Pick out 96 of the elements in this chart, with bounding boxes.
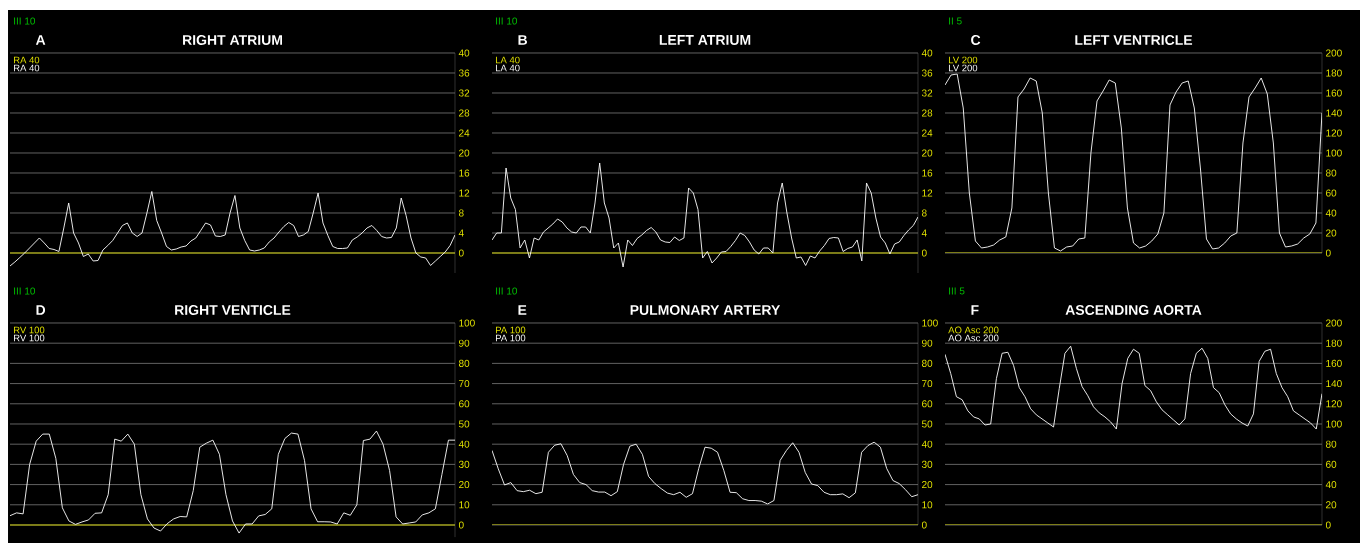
y-tick-label: 100 — [922, 319, 938, 327]
text: III 10 — [496, 17, 518, 25]
y-tick-label: 30 — [458, 460, 470, 468]
y-tick-label: 0 — [1325, 521, 1331, 529]
text: F — [971, 305, 979, 315]
y-tick-label: 36 — [921, 69, 933, 77]
text: B — [518, 35, 528, 45]
y-tick-label: 20 — [459, 149, 470, 157]
y-tick-label: 80 — [458, 359, 470, 367]
y-tick-label: 40 — [1325, 481, 1337, 489]
y-tick-label: 4 — [458, 229, 464, 237]
y-tick-label: 100 — [1326, 420, 1342, 428]
y-tick-label: 32 — [458, 89, 470, 97]
y-tick-label: 20 — [922, 481, 933, 489]
y-tick-label: 60 — [1326, 460, 1337, 468]
annotation: PA 100 — [495, 326, 526, 334]
y-tick-label: 100 — [459, 319, 475, 327]
y-tick-label: 20 — [1326, 229, 1337, 237]
y-tick-label: 12 — [922, 189, 933, 197]
text: III 10 — [496, 287, 518, 295]
y-tick-label: 200 — [1326, 319, 1342, 327]
y-tick-label: 16 — [922, 169, 933, 177]
y-tick-label: 24 — [459, 129, 470, 137]
y-tick-label: 4 — [921, 229, 927, 237]
chart-title: PULMONARY ARTERY — [630, 305, 781, 315]
y-tick-label: 70 — [459, 380, 470, 388]
y-tick-label: 120 — [1326, 129, 1342, 137]
y-tick-label: 20 — [922, 149, 933, 157]
y-tick-label: 60 — [459, 400, 470, 408]
y-tick-label: 40 — [458, 440, 470, 448]
y-tick-label: 70 — [922, 380, 933, 388]
y-tick-label: 140 — [1326, 380, 1342, 388]
chart-title: RIGHT ATRIUM — [183, 35, 282, 45]
y-tick-label: 32 — [921, 89, 933, 97]
y-tick-label: 160 — [1326, 359, 1342, 367]
text: E — [518, 305, 527, 315]
annotation: PA 100 — [495, 334, 526, 342]
y-tick-label: 60 — [1326, 189, 1337, 197]
annotation: LV 200 — [948, 56, 978, 64]
y-tick-label: 90 — [459, 339, 470, 347]
text: A — [35, 35, 46, 45]
annotation: LA 40 — [495, 56, 520, 64]
y-tick-label: 10 — [459, 501, 470, 509]
y-tick-label: 16 — [459, 169, 470, 177]
annotation: AO Asc 200 — [948, 334, 999, 342]
y-tick-label: 8 — [458, 209, 464, 217]
annotation: LA 40 — [495, 64, 520, 72]
annotation: RA 40 — [14, 64, 40, 72]
y-tick-label: 100 — [1326, 149, 1342, 157]
y-tick-label: 180 — [1326, 69, 1342, 77]
y-tick-label: 50 — [921, 420, 933, 428]
y-tick-label: 0 — [1325, 249, 1331, 257]
y-tick-label: 180 — [1326, 339, 1342, 347]
text: D — [36, 305, 46, 315]
y-tick-label: 0 — [458, 249, 464, 257]
y-tick-label: 0 — [921, 249, 927, 257]
y-tick-label: 10 — [922, 501, 933, 509]
y-tick-label: 28 — [922, 109, 933, 117]
text: C — [971, 35, 981, 45]
y-tick-label: 40 — [1325, 209, 1337, 217]
text: III 10 — [14, 287, 36, 295]
y-tick-label: 0 — [458, 521, 464, 529]
text: II 5 — [949, 17, 962, 25]
annotation: AO Asc 200 — [948, 326, 999, 334]
y-tick-label: 160 — [1326, 89, 1342, 97]
text: III 5 — [949, 287, 965, 295]
y-tick-label: 12 — [459, 189, 470, 197]
y-tick-label: 200 — [1326, 49, 1342, 57]
y-tick-label: 36 — [458, 69, 470, 77]
text: III 10 — [14, 17, 36, 25]
y-tick-label: 20 — [1326, 501, 1337, 509]
y-tick-label: 8 — [921, 209, 927, 217]
y-tick-label: 60 — [922, 400, 933, 408]
y-tick-label: 20 — [459, 481, 470, 489]
y-tick-label: 40 — [921, 440, 933, 448]
y-tick-label: 80 — [1325, 169, 1337, 177]
y-tick-label: 80 — [1325, 440, 1337, 448]
y-tick-label: 120 — [1326, 400, 1342, 408]
y-tick-label: 90 — [922, 339, 933, 347]
y-tick-label: 30 — [921, 460, 933, 468]
annotation: RV 100 — [14, 326, 45, 334]
chart-title: ASCENDING AORTA — [1065, 305, 1202, 315]
annotation: LV 200 — [948, 64, 978, 72]
y-tick-label: 28 — [459, 109, 470, 117]
y-tick-label: 0 — [921, 521, 927, 529]
y-tick-label: 50 — [458, 420, 470, 428]
y-tick-label: 140 — [1326, 109, 1342, 117]
y-tick-label: 40 — [458, 49, 470, 57]
chart-title: LEFT ATRIUM — [659, 35, 751, 45]
y-tick-label: 24 — [922, 129, 933, 137]
chart-title: LEFT VENTRICLE — [1075, 35, 1193, 45]
chart-title: RIGHT VENTICLE — [175, 305, 291, 315]
y-tick-label: 80 — [921, 359, 933, 367]
y-tick-label: 40 — [921, 49, 933, 57]
annotation: RA 40 — [14, 56, 40, 64]
annotation: RV 100 — [14, 334, 45, 342]
